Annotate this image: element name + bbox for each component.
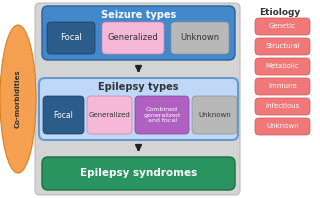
- Text: Immune: Immune: [268, 84, 297, 89]
- Text: Epilepsy types: Epilepsy types: [98, 82, 179, 92]
- Ellipse shape: [0, 25, 36, 173]
- Text: Structural: Structural: [265, 44, 300, 50]
- FancyBboxPatch shape: [255, 38, 310, 55]
- Text: Co-morbidities: Co-morbidities: [15, 70, 21, 128]
- FancyBboxPatch shape: [39, 78, 238, 140]
- FancyBboxPatch shape: [87, 96, 132, 134]
- Text: Genetic: Genetic: [269, 24, 296, 30]
- Text: Unknown: Unknown: [266, 124, 299, 129]
- Text: Infectious: Infectious: [265, 104, 300, 109]
- FancyBboxPatch shape: [35, 3, 240, 195]
- Text: Epilepsy syndromes: Epilepsy syndromes: [80, 168, 197, 179]
- Text: Generalized: Generalized: [89, 112, 130, 118]
- Text: Etiology: Etiology: [260, 8, 300, 17]
- Text: Focal: Focal: [60, 33, 82, 43]
- FancyBboxPatch shape: [255, 58, 310, 75]
- Text: Combined
generalized
and focal: Combined generalized and focal: [144, 107, 180, 123]
- FancyBboxPatch shape: [135, 96, 189, 134]
- FancyBboxPatch shape: [192, 96, 237, 134]
- Text: Unknown: Unknown: [180, 33, 220, 43]
- FancyBboxPatch shape: [43, 96, 84, 134]
- Text: Seizure types: Seizure types: [101, 10, 176, 20]
- Text: Metabolic: Metabolic: [266, 64, 300, 69]
- FancyBboxPatch shape: [42, 157, 235, 190]
- FancyBboxPatch shape: [255, 98, 310, 115]
- FancyBboxPatch shape: [42, 6, 235, 60]
- Text: Unknown: Unknown: [198, 112, 231, 118]
- FancyBboxPatch shape: [47, 22, 95, 54]
- FancyBboxPatch shape: [255, 78, 310, 95]
- FancyBboxPatch shape: [255, 18, 310, 35]
- Text: Focal: Focal: [53, 110, 73, 120]
- FancyBboxPatch shape: [171, 22, 229, 54]
- Text: Generalized: Generalized: [108, 33, 158, 43]
- FancyBboxPatch shape: [102, 22, 164, 54]
- FancyBboxPatch shape: [255, 118, 310, 135]
